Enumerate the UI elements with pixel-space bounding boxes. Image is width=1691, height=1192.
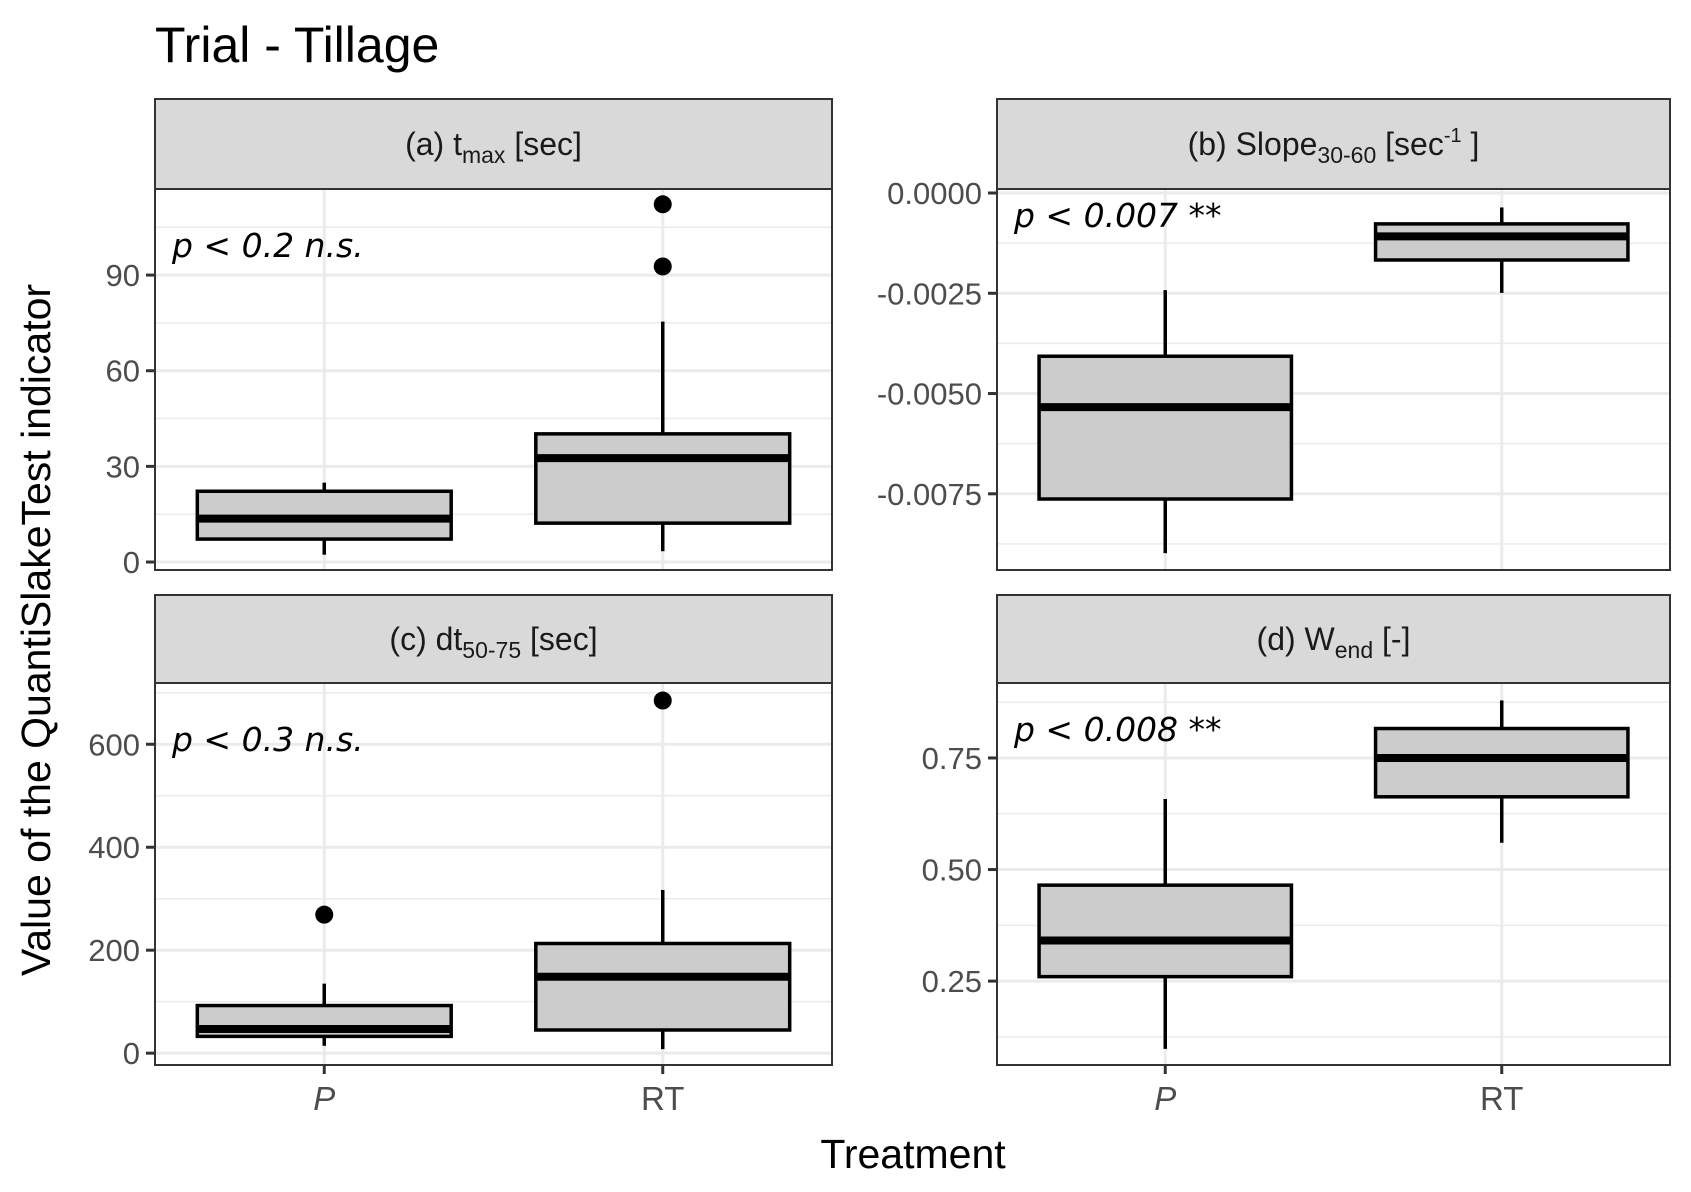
- box-p: [1037, 799, 1294, 1049]
- box-rt: [1373, 207, 1630, 293]
- x-tick-label: P: [1154, 1080, 1176, 1117]
- strip-suffix-end: ]: [1462, 126, 1480, 162]
- outlier-point: [653, 257, 672, 276]
- y-tick-label: -0.0075: [877, 477, 982, 512]
- x-axis-title: Treatment: [820, 1131, 1006, 1177]
- box-p: [195, 905, 453, 1046]
- y-tick-label: 0: [123, 545, 140, 580]
- iqr-box: [534, 941, 792, 1032]
- strip-label: (c) dt50-75 [sec]: [389, 621, 597, 663]
- p-value-annotation: p < 0.2 n.s.: [171, 226, 364, 265]
- y-tick-label: 30: [106, 449, 140, 484]
- strip-label: (a) tmax [sec]: [405, 126, 582, 168]
- panel-frame: [996, 682, 1671, 1066]
- strip-subscript: 30-60: [1317, 142, 1376, 168]
- strip-prefix: (b) Slope: [1188, 126, 1318, 162]
- p-value-annotation: p < 0.3 n.s.: [171, 720, 364, 759]
- iqr-box: [1373, 726, 1630, 799]
- panel-c: (c) dt50-75 [sec] 0 200 400 600 P RT p < 0.3 n.…: [88, 594, 833, 1117]
- outlier-point: [653, 691, 672, 710]
- strip-subscript: max: [462, 142, 506, 168]
- y-tick-label: 200: [88, 933, 140, 968]
- y-tick-label: 600: [88, 727, 140, 762]
- box-rt: [1373, 700, 1630, 843]
- x-tick-label: RT: [1480, 1080, 1523, 1117]
- p-value-annotation: p < 0.008 **: [1013, 710, 1222, 749]
- iqr-box: [1373, 222, 1630, 262]
- outlier-point: [653, 195, 672, 214]
- strip-label: (b) Slope30-60 [sec-1 ]: [1188, 125, 1480, 168]
- box-rt: [534, 195, 792, 552]
- y-tick-label: 0.25: [922, 964, 982, 999]
- strip-prefix: (d) W: [1257, 621, 1336, 657]
- strip-background: [154, 594, 833, 684]
- y-tick-label: 0.0000: [887, 176, 982, 211]
- y-tick-label: 0.50: [922, 853, 982, 888]
- y-axis-title: Value of the QuantiSlakeTest indicator: [13, 284, 59, 976]
- strip-prefix: (a) t: [405, 126, 462, 162]
- box-p: [1037, 290, 1294, 554]
- panel-d: (d) Wend [-] 0.25 0.50 0.75 P RT p < 0.008 **: [922, 594, 1671, 1117]
- iqr-box: [1037, 354, 1294, 501]
- box-p: [195, 482, 453, 555]
- panel-frame: [154, 682, 833, 1066]
- y-tick-label: -0.0025: [877, 276, 982, 311]
- box-rt: [534, 691, 792, 1050]
- strip-prefix: (c) dt: [389, 621, 462, 657]
- strip-background: [996, 98, 1671, 190]
- panel-a: (a) tmax [sec] 0 30 60 90 p < 0.2 n.s.: [106, 98, 833, 580]
- y-tick-label: 0: [123, 1036, 140, 1071]
- strip-subscript: 50-75: [462, 637, 521, 663]
- x-tick-label: RT: [641, 1080, 684, 1117]
- y-tick-label: 0.75: [922, 741, 982, 776]
- y-tick-label: -0.0050: [877, 377, 982, 412]
- panel-b: (b) Slope30-60 [sec-1 ] 0.0000 -0.0025 -0.0…: [877, 98, 1671, 571]
- strip-label: (d) Wend [-]: [1257, 621, 1411, 663]
- panel-frame: [996, 188, 1671, 571]
- y-tick-label: 60: [106, 354, 140, 389]
- strip-superscript: -1: [1444, 125, 1462, 147]
- iqr-box: [1037, 883, 1294, 979]
- p-value-annotation: p < 0.007 **: [1013, 196, 1222, 235]
- strip-background: [154, 98, 833, 190]
- facet-panels: (a) tmax [sec] 0 30 60 90 p < 0.2 n.s. (b) Slo…: [88, 98, 1671, 1117]
- chart-title: Trial - Tillage: [155, 17, 439, 73]
- strip-background: [996, 594, 1671, 684]
- strip-suffix: [sec]: [505, 126, 581, 162]
- outlier-point: [315, 905, 334, 924]
- strip-subscript: end: [1335, 637, 1373, 663]
- y-tick-label: 400: [88, 830, 140, 865]
- x-tick-label: P: [313, 1080, 335, 1117]
- iqr-box: [534, 432, 792, 525]
- strip-suffix: [sec]: [521, 621, 597, 657]
- y-tick-label: 90: [106, 258, 140, 293]
- strip-suffix: [sec: [1376, 126, 1444, 162]
- panel-frame: [154, 188, 833, 571]
- strip-suffix: [-]: [1373, 621, 1410, 657]
